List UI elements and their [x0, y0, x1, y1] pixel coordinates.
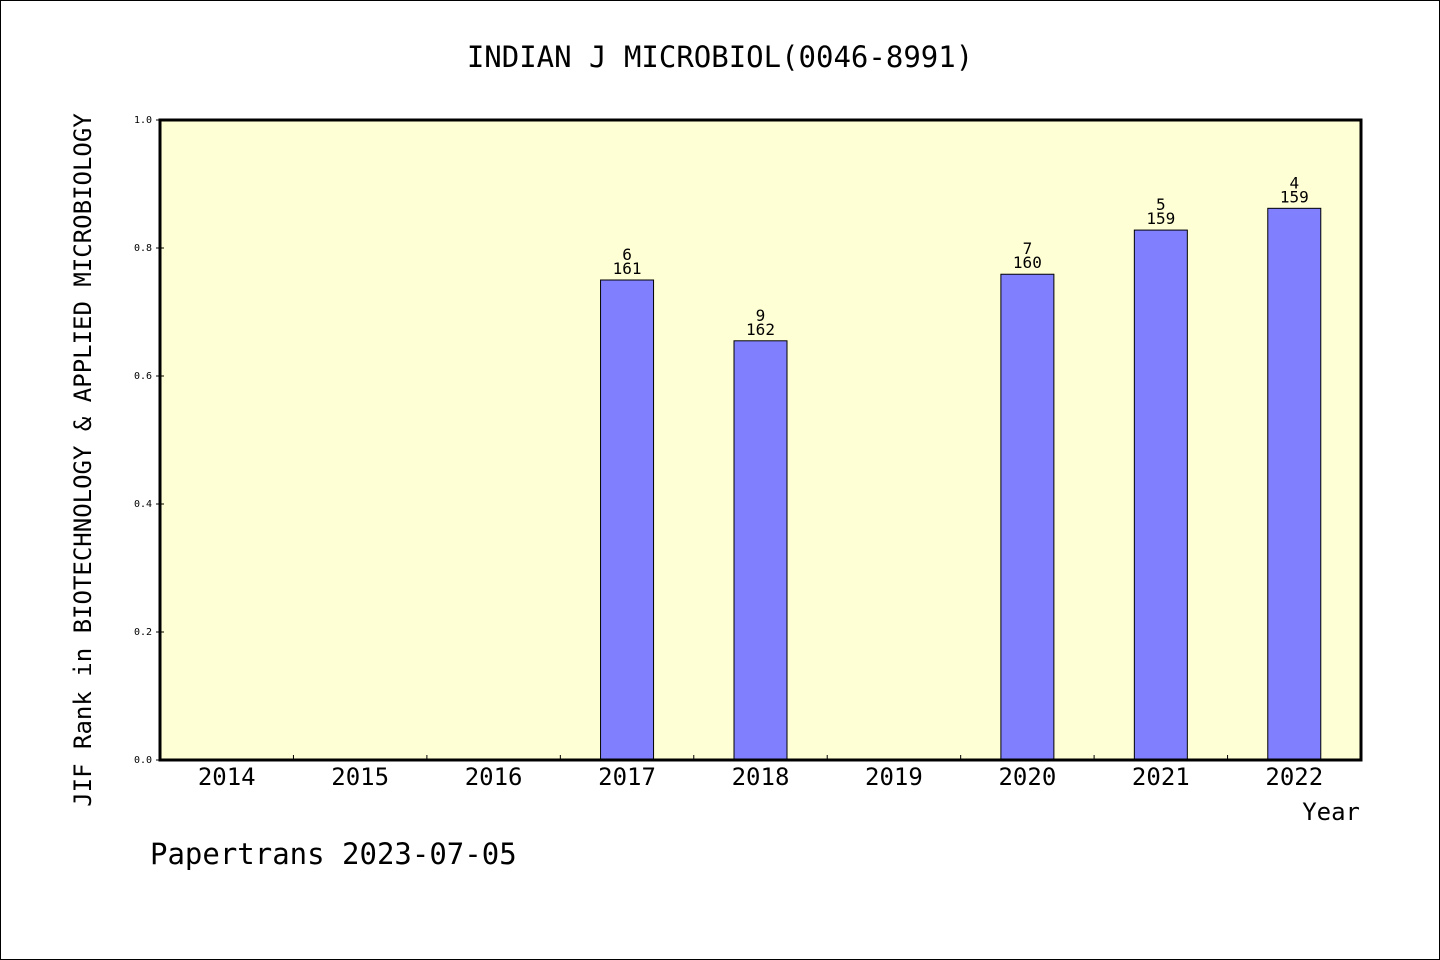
y-tick-label: 0.2	[134, 627, 152, 638]
x-axis-ticks: 2014 2015 2016 2017 2018 2019 2020 2021 2022	[198, 755, 1323, 791]
plot-border	[158, 118, 1363, 762]
y-tick-label: 0.8	[134, 243, 152, 254]
x-tick-label: 2014	[198, 763, 256, 791]
x-tick-label: 2021	[1132, 763, 1190, 791]
bar-total-label: 160	[1013, 253, 1042, 272]
y-tick-label: 0.0	[134, 755, 152, 766]
bar-total-label: 159	[1280, 187, 1309, 206]
y-axis-label: JIF Rank in BIOTECHNOLOGY & APPLIED MICR…	[69, 113, 97, 807]
bar-total-label: 162	[746, 320, 775, 339]
bar-rank-label: 5	[1156, 195, 1166, 214]
bar-total-label: 159	[1146, 209, 1175, 228]
y-tick-label: 0.4	[134, 499, 152, 510]
x-tick-label: 2015	[331, 763, 389, 791]
x-tick-label: 2018	[732, 763, 790, 791]
bar-2018	[733, 340, 788, 761]
x-tick-label: 2016	[465, 763, 523, 791]
footer-credit: Papertrans 2023-07-05	[150, 837, 517, 871]
chart-title: INDIAN J MICROBIOL(0046-8991)	[467, 40, 973, 74]
bar-2020	[1000, 273, 1055, 761]
bar-rank-label: 4	[1289, 173, 1299, 192]
bar-rank-label: 9	[756, 306, 766, 325]
x-tick-label: 2017	[598, 763, 656, 791]
x-tick-label: 2022	[1265, 763, 1323, 791]
bar-rank-label: 6	[622, 245, 632, 264]
x-tick-label: 2020	[998, 763, 1056, 791]
bar-total-label: 161	[613, 259, 642, 278]
bar-rank-label: 7	[1023, 239, 1033, 258]
y-tick-label: 1.0	[134, 115, 152, 126]
bar-2022	[1267, 207, 1322, 761]
x-tick-label: 2019	[865, 763, 923, 791]
bar-2021	[1133, 229, 1188, 761]
x-axis-label: Year	[1302, 798, 1360, 826]
y-tick-label: 0.6	[134, 371, 152, 382]
y-axis-ticks: 0.0 0.2 0.4 0.6 0.8 1.0	[134, 115, 164, 766]
bar-2017	[600, 279, 655, 761]
